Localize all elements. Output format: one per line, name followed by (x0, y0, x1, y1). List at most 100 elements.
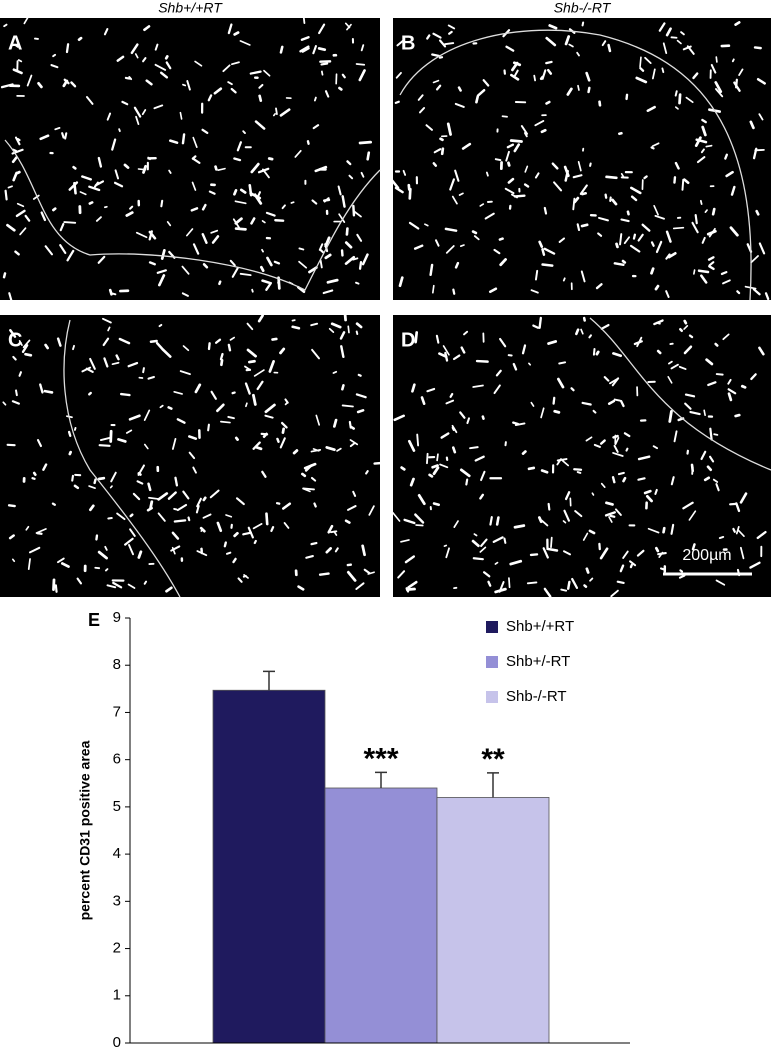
vessel (613, 398, 622, 402)
vessel (146, 506, 153, 512)
panel-label: C (8, 329, 22, 351)
vessel (701, 118, 707, 124)
vessel (654, 284, 660, 291)
vessel (758, 346, 765, 356)
vessel (302, 16, 306, 24)
vessel (17, 59, 23, 63)
vessel (718, 535, 725, 540)
vessel (217, 167, 226, 171)
vessel (408, 187, 412, 200)
vessel (167, 491, 177, 500)
vessel (614, 508, 622, 516)
vessel (715, 373, 724, 376)
vessel (265, 211, 276, 217)
vessel (400, 466, 406, 471)
vessel (603, 376, 610, 382)
vessel (588, 334, 592, 339)
vessel (207, 342, 211, 351)
vessel (459, 411, 466, 419)
vessel (111, 361, 120, 366)
vessel (61, 132, 65, 139)
vessel (665, 230, 672, 243)
vessel (88, 485, 96, 489)
vessel (398, 276, 404, 288)
vessel (103, 28, 109, 36)
vessel (324, 90, 330, 98)
vessel (168, 139, 179, 144)
vessel (507, 177, 515, 184)
vessel (433, 148, 442, 154)
vessel (708, 265, 715, 271)
vessel (338, 213, 346, 223)
vessel (234, 436, 239, 441)
vessel (587, 86, 591, 94)
vessel (56, 557, 65, 564)
vessel (722, 333, 730, 341)
vessel (254, 120, 266, 130)
vessel (626, 210, 630, 216)
vessel (711, 207, 716, 216)
vessel (8, 534, 15, 540)
vessel (317, 47, 327, 52)
vessel (348, 420, 352, 429)
vessel (678, 365, 687, 370)
vessel (592, 347, 596, 356)
vessel (277, 276, 281, 290)
vessel (336, 447, 342, 452)
vessel (665, 290, 670, 298)
vessel (580, 223, 589, 228)
vessel (577, 161, 582, 172)
vessel (125, 211, 134, 217)
vessel (349, 442, 356, 448)
vessel (318, 243, 324, 251)
vessel (435, 84, 442, 91)
vessel (59, 222, 65, 232)
vessel (261, 248, 264, 253)
vessel (646, 105, 656, 113)
vessel (670, 363, 679, 370)
vessel (679, 569, 684, 573)
vessel (334, 547, 339, 553)
vessel (179, 111, 183, 120)
vessel (343, 309, 347, 322)
vessel (694, 213, 698, 225)
vessel (714, 81, 723, 94)
vessel (543, 206, 548, 215)
vessel (734, 413, 741, 418)
vessel (404, 555, 416, 564)
vessel (21, 344, 29, 354)
vessel (735, 525, 740, 535)
legend-label: Shb-/-RT (506, 688, 567, 705)
vessel (85, 367, 94, 373)
vessel (121, 100, 129, 106)
vessel (68, 181, 79, 191)
vessel (346, 160, 352, 166)
vessel (196, 550, 208, 557)
vessel (600, 482, 606, 488)
vessel (612, 452, 624, 457)
vessel (264, 403, 276, 414)
vessel (448, 30, 453, 35)
vessel (523, 183, 530, 188)
vessel (609, 514, 616, 518)
vessel (113, 181, 124, 188)
vessel (201, 203, 207, 211)
vessel (143, 580, 148, 585)
vessel (697, 269, 710, 274)
vessel (355, 63, 366, 66)
vessel (315, 414, 321, 426)
vessel (127, 583, 136, 589)
vessel (68, 450, 72, 456)
vessel (147, 482, 152, 492)
vessel (54, 126, 61, 131)
vessel (485, 171, 489, 177)
vessel (262, 432, 268, 439)
vessel (231, 61, 240, 66)
vessel (463, 330, 469, 336)
vessel (436, 453, 439, 462)
y-tick-label: 8 (113, 656, 121, 673)
vessel (110, 471, 117, 483)
vessel (308, 266, 318, 274)
vessel (607, 399, 616, 405)
y-tick-label: 6 (113, 751, 121, 768)
